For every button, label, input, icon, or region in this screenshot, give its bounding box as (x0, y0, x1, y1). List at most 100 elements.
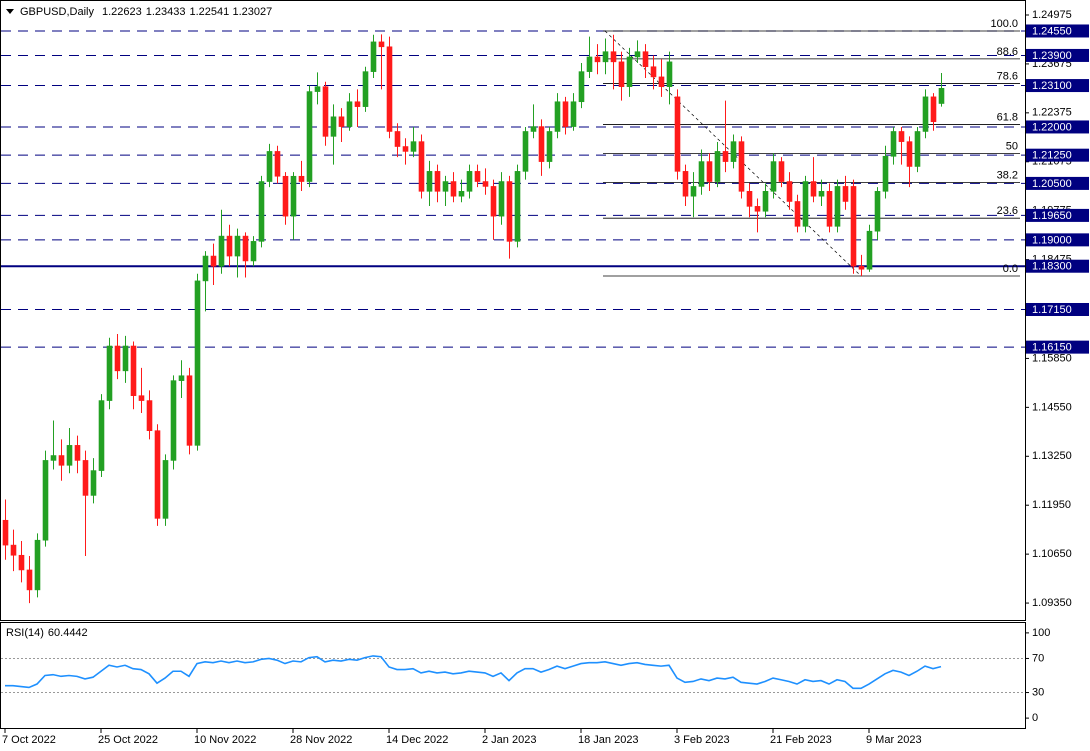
candle-body (442, 181, 449, 192)
candle-body (930, 96, 937, 122)
candle-body (426, 171, 433, 192)
y-tick-label: 0 (1032, 712, 1038, 724)
candle-body (282, 175, 289, 217)
candle-body (554, 101, 561, 132)
candle-body (594, 56, 601, 63)
fib-label: 88.6 (997, 46, 1018, 58)
fib-label: 100.0 (990, 18, 1018, 30)
level-box (1026, 176, 1089, 190)
y-tick-label: 1.14550 (1032, 401, 1072, 413)
candle-body (546, 131, 553, 162)
candle-body (482, 181, 489, 187)
candle-body (578, 71, 585, 103)
candle-body (138, 395, 145, 401)
candle-body (362, 71, 369, 107)
candle-body (922, 96, 929, 132)
candle-body (698, 161, 705, 187)
candle-body (330, 116, 337, 137)
candle-body (98, 400, 105, 471)
candle-body (18, 554, 25, 571)
level-box (1026, 79, 1089, 93)
candle-body (626, 56, 633, 87)
candle-body (66, 445, 73, 466)
fib-label: 50 (1006, 140, 1018, 152)
candle-body (74, 445, 81, 461)
candle-body (490, 186, 497, 217)
symbol-title: GBPUSD,Daily (20, 6, 94, 18)
candle-body (450, 181, 457, 197)
level-label: 1.17150 (1032, 304, 1072, 316)
candle-body (58, 455, 65, 466)
level-label: 1.19650 (1032, 210, 1072, 222)
indicator-value: 60.4442 (48, 627, 88, 639)
fib-label: 38.2 (997, 169, 1018, 181)
y-tick-label: 1.13250 (1032, 450, 1072, 462)
candle-body (314, 86, 321, 92)
chart-header: GBPUSD,Daily 1.22623 1.23433 1.22541 1.23027 (20, 6, 272, 18)
candle-body (466, 171, 473, 192)
level-box (1026, 233, 1089, 247)
candle-body (906, 141, 913, 167)
candle-body (418, 141, 425, 192)
candle-body (378, 41, 385, 48)
candle-body (370, 41, 377, 72)
candle-body (858, 265, 865, 270)
candle-body (874, 191, 881, 232)
candle-body (786, 181, 793, 202)
candle-body (90, 470, 97, 496)
candle-body (722, 151, 729, 162)
candle-body (610, 51, 617, 63)
ohlc-value: 1.22541 (190, 6, 230, 18)
candle-body (298, 175, 305, 182)
candle-body (194, 280, 201, 446)
candle-body (506, 181, 513, 242)
candle-body (178, 375, 185, 381)
ohlc-value: 1.23433 (146, 6, 186, 18)
main-pane-border (0, 0, 1026, 621)
level-label: 1.22000 (1032, 121, 1072, 133)
candle-body (602, 51, 609, 63)
candle-body (810, 181, 817, 197)
level-label: 1.18300 (1032, 261, 1072, 273)
candle-body (882, 156, 889, 192)
level-box (1026, 302, 1089, 316)
candle-body (794, 201, 801, 227)
y-tick-label: 1.15850 (1032, 352, 1072, 364)
x-tick-label: 9 Mar 2023 (866, 734, 922, 746)
candle-body (666, 61, 673, 87)
candle-body (842, 186, 849, 202)
x-tick-label: 7 Oct 2022 (2, 734, 56, 746)
candle-body (266, 151, 273, 182)
candle-body (730, 141, 737, 162)
candle-body (306, 91, 313, 182)
fib-label: 23.6 (997, 205, 1018, 217)
candle-body (706, 161, 713, 182)
candle-body (146, 400, 153, 431)
candle-body (562, 101, 569, 127)
level-label: 1.20500 (1032, 178, 1072, 190)
candle-body (474, 171, 481, 182)
candle-body (354, 101, 361, 107)
candle-body (50, 455, 57, 461)
candle-body (674, 96, 681, 172)
menu-triangle[interactable] (6, 9, 14, 14)
candle-body (498, 181, 505, 217)
candle-body (154, 430, 161, 519)
level-label: 1.19000 (1032, 234, 1072, 246)
x-tick-label: 10 Nov 2022 (194, 734, 256, 746)
candle-body (866, 230, 873, 270)
level-box (1026, 24, 1089, 38)
level-label: 1.16150 (1032, 342, 1072, 354)
y-tick-label: 1.24975 (1032, 9, 1072, 21)
candle-body (346, 101, 353, 127)
candle-body (738, 141, 745, 192)
ohlc-value: 1.23027 (232, 6, 272, 18)
y-tick-label: 1.22375 (1032, 107, 1072, 119)
y-tick-label: 1.09350 (1032, 597, 1072, 609)
candle-body (130, 345, 137, 396)
candle-body (538, 126, 545, 162)
candle-body (690, 186, 697, 197)
y-tick-label: 1.10650 (1032, 548, 1072, 560)
candle-body (274, 151, 281, 177)
